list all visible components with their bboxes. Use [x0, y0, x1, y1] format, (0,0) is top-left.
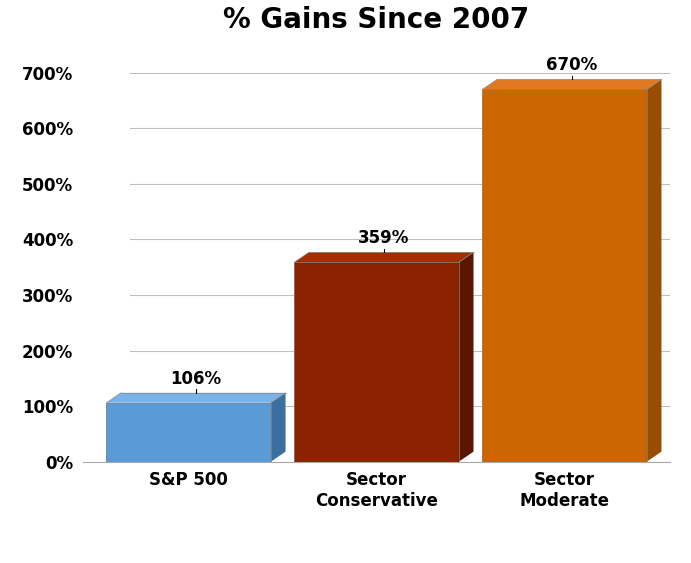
Polygon shape: [459, 252, 473, 462]
Text: 106%: 106%: [171, 370, 222, 388]
Polygon shape: [482, 79, 661, 90]
Polygon shape: [294, 252, 473, 262]
Text: 359%: 359%: [358, 229, 410, 247]
Text: 670%: 670%: [547, 56, 598, 74]
Polygon shape: [271, 393, 285, 462]
Polygon shape: [294, 262, 459, 462]
Polygon shape: [647, 79, 661, 462]
Polygon shape: [106, 393, 285, 403]
Polygon shape: [482, 90, 647, 462]
Title: % Gains Since 2007: % Gains Since 2007: [223, 6, 530, 34]
Polygon shape: [106, 403, 271, 462]
